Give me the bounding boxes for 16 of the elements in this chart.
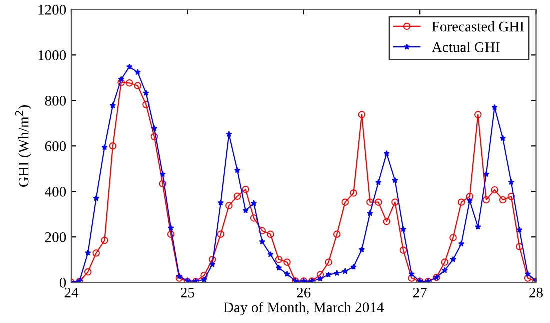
- y-tick-label: 600: [45, 142, 66, 152]
- y-tick-label: 0: [60, 278, 66, 288]
- x-tick-label: 26: [297, 288, 311, 298]
- x-tick-label: 24: [64, 288, 79, 298]
- legend-label: Forecasted GHI: [432, 21, 524, 32]
- x-tick-label: 28: [530, 288, 543, 298]
- y-tick-label: 800: [45, 96, 66, 106]
- y-tick-label: 400: [45, 187, 66, 197]
- x-tick-label: 27: [413, 288, 427, 298]
- legend-label: Actual GHI: [432, 42, 500, 52]
- y-tick-label: 200: [45, 232, 66, 242]
- y-tick-label: 1200: [38, 5, 66, 15]
- x-tick-label: 25: [181, 288, 194, 298]
- y-axis-title: GHI (Wh/m$^{2}$): [15, 105, 32, 187]
- y-tick-label: 1000: [38, 50, 66, 60]
- x-axis-title: Day of Month, March 2014: [224, 302, 384, 316]
